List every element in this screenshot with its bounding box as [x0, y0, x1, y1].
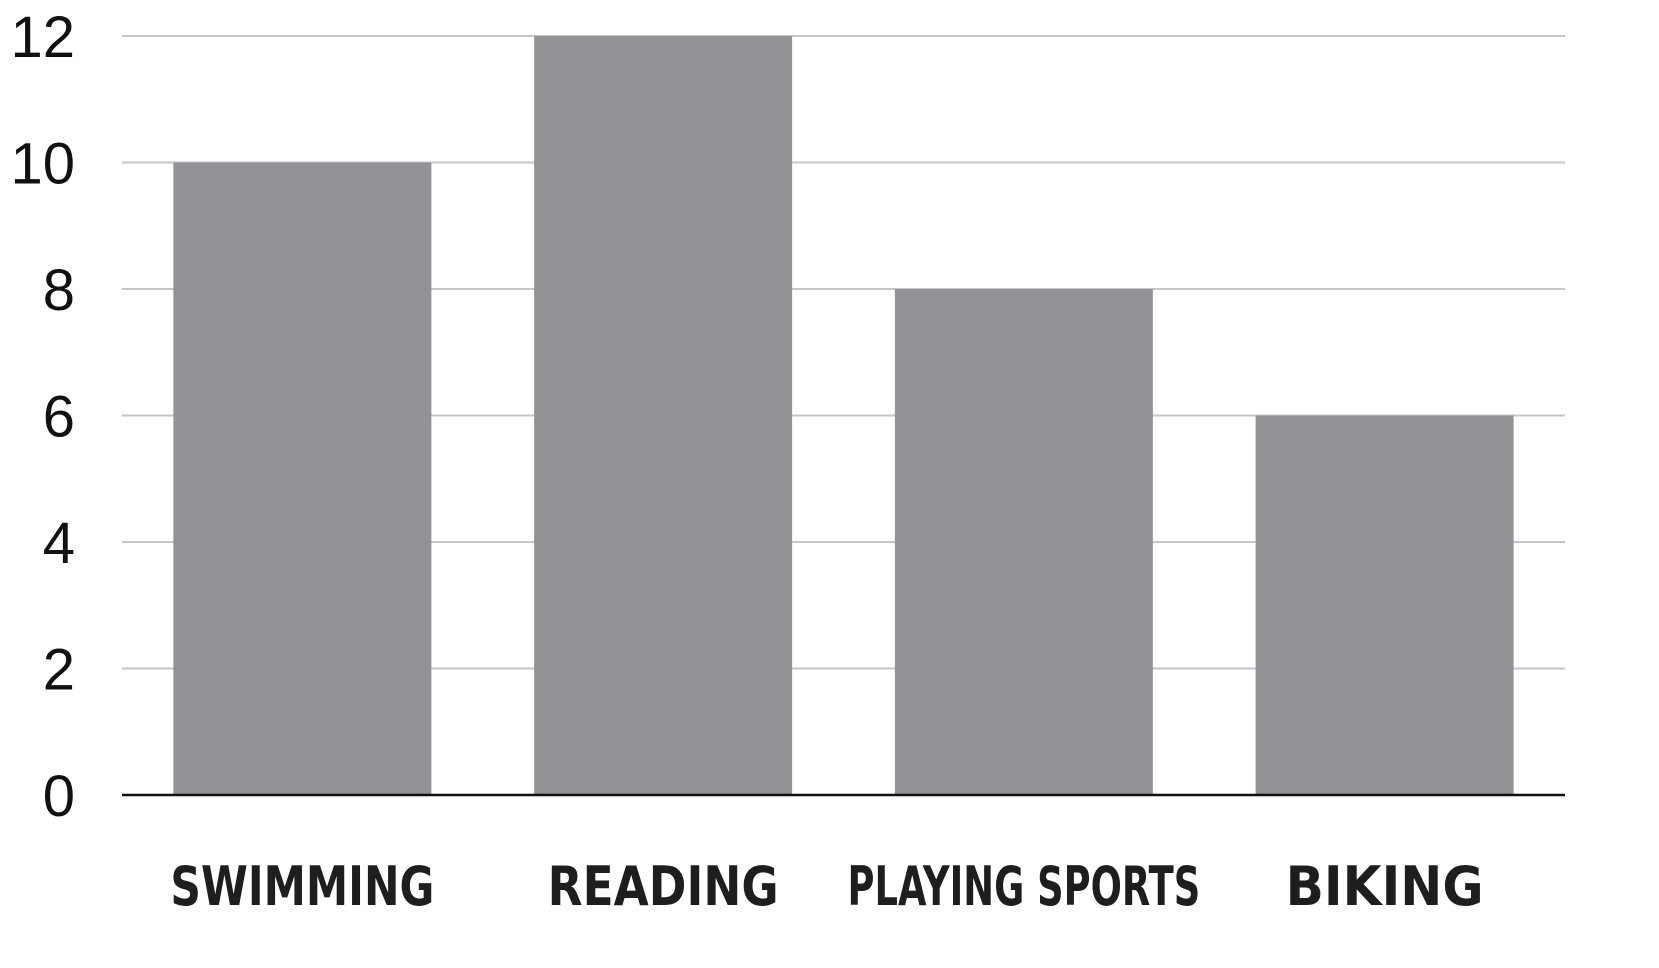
y-axis-ticks: 0 2 4 6 8 10 12	[10, 5, 75, 829]
y-tick-label: 8	[43, 258, 75, 323]
y-tick-label: 0	[43, 764, 75, 829]
y-tick-label: 2	[43, 638, 75, 703]
bar-biking	[1255, 415, 1514, 795]
x-tick-label: READING	[548, 855, 779, 918]
x-tick-label: PLAYING SPORTS	[848, 855, 1201, 918]
bar-reading	[534, 36, 793, 795]
y-tick-label: 12	[10, 5, 75, 70]
y-tick-label: 4	[43, 511, 75, 576]
bars	[173, 36, 1514, 795]
bar-playing-sports	[894, 289, 1153, 795]
x-tick-label: SWIMMING	[170, 855, 434, 918]
x-tick-label: BIKING	[1286, 855, 1484, 918]
bar-swimming	[173, 162, 432, 795]
y-tick-label: 10	[10, 132, 75, 197]
x-axis-ticks: SWIMMING READING PLAYING SPORTS BIKING	[170, 855, 1483, 918]
y-tick-label: 6	[43, 385, 75, 450]
